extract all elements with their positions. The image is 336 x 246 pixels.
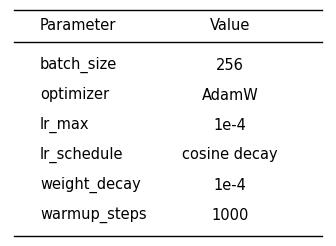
Text: Value: Value xyxy=(210,17,250,32)
Text: 1e-4: 1e-4 xyxy=(214,118,246,133)
Text: lr_schedule: lr_schedule xyxy=(40,147,124,163)
Text: Parameter: Parameter xyxy=(40,17,116,32)
Text: lr_max: lr_max xyxy=(40,117,89,133)
Text: optimizer: optimizer xyxy=(40,88,109,103)
Text: warmup_steps: warmup_steps xyxy=(40,207,146,223)
Text: weight_decay: weight_decay xyxy=(40,177,141,193)
Text: batch_size: batch_size xyxy=(40,57,117,73)
Text: 256: 256 xyxy=(216,58,244,73)
Text: cosine decay: cosine decay xyxy=(182,148,278,163)
Text: AdamW: AdamW xyxy=(202,88,258,103)
Text: 1000: 1000 xyxy=(211,207,249,222)
Text: 1e-4: 1e-4 xyxy=(214,178,246,193)
